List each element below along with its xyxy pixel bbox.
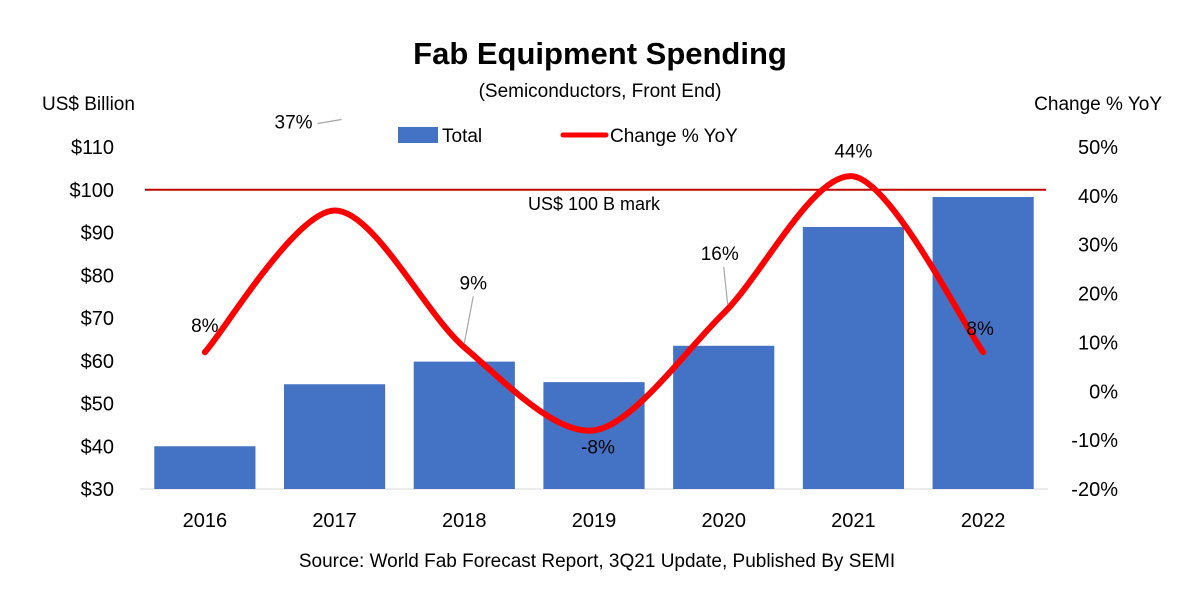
y-tick-label: $70: [81, 308, 114, 330]
reference-line-label: US$ 100 B mark: [528, 194, 661, 214]
x-tick-label: 2022: [961, 510, 1006, 532]
y2-tick-label: -20%: [1071, 479, 1118, 501]
change-label-2017: 37%: [275, 113, 313, 134]
chart-title: Fab Equipment Spending: [413, 36, 787, 71]
y-tick-label: $110: [71, 137, 114, 159]
x-tick-label: 2019: [572, 510, 617, 532]
change-label-2019: -8%: [581, 437, 615, 458]
y-tick-label: $90: [81, 223, 114, 245]
bar-2019: [543, 382, 645, 489]
legend-label-change: Change % YoY: [610, 126, 738, 147]
left-axis-title: US$ Billion: [42, 94, 135, 115]
x-tick-label: 2021: [831, 510, 876, 532]
y-tick-label: $30: [81, 479, 114, 501]
change-line: [201, 173, 987, 434]
y2-tick-label: 10%: [1078, 332, 1118, 354]
y-tick-label: $50: [81, 394, 114, 416]
x-tick-label: 2018: [442, 510, 487, 532]
change-label-2020: 16%: [701, 244, 739, 265]
y-tick-label: $80: [81, 265, 114, 287]
y2-tick-label: 30%: [1078, 235, 1118, 257]
right-axis: -20% -10% 0% 10% 20% 30% 40% 50%: [1071, 137, 1118, 501]
x-axis: 2016 2017 2018 2019 2020 2021 2022: [183, 510, 1006, 532]
bar-2020: [673, 345, 775, 489]
source-note: Source: World Fab Forecast Report, 3Q21 …: [299, 551, 895, 572]
change-data-labels: 8% 37% 9% -8% 16% 44% 8%: [191, 113, 994, 459]
leader-line-2018: [463, 296, 474, 344]
legend-label-total: Total: [442, 126, 482, 147]
bar-2018: [413, 361, 515, 489]
y2-tick-label: 0%: [1089, 381, 1118, 403]
y-tick-label: $60: [81, 351, 114, 373]
leader-lines: [317, 118, 729, 344]
leader-line-2020: [723, 267, 729, 306]
change-label-2018: 9%: [460, 273, 488, 294]
y2-tick-label: -10%: [1071, 430, 1118, 452]
y-tick-label: $40: [81, 436, 114, 458]
left-axis: $30 $40 $50 $60 $70 $80 $90 $100 $110: [70, 137, 115, 501]
bar-2017: [283, 384, 386, 489]
y2-tick-label: 40%: [1078, 186, 1118, 208]
bar-2021: [802, 226, 905, 489]
bar-series: [154, 197, 1034, 489]
y2-tick-label: 20%: [1078, 284, 1118, 306]
change-label-2022: 8%: [966, 319, 994, 340]
change-label-2016: 8%: [191, 316, 219, 337]
y2-tick-label: 50%: [1078, 137, 1118, 159]
x-tick-label: 2016: [183, 510, 228, 532]
legend: Total Change % YoY: [398, 126, 738, 147]
bar-2022: [932, 197, 1034, 489]
legend-swatch-total: [398, 127, 438, 143]
bar-2016: [154, 446, 256, 489]
leader-line-2017: [317, 118, 342, 125]
change-label-2021: 44%: [834, 141, 872, 162]
right-axis-title: Change % YoY: [1034, 94, 1162, 115]
x-tick-label: 2020: [701, 510, 746, 532]
x-tick-label: 2017: [312, 510, 357, 532]
chart-subtitle: (Semiconductors, Front End): [479, 81, 722, 102]
y-tick-label: $100: [70, 180, 115, 202]
